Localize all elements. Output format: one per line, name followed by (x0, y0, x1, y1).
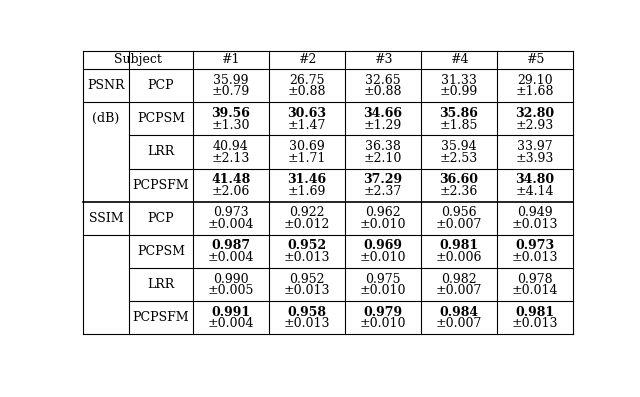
Text: ±0.006: ±0.006 (436, 251, 482, 264)
Text: ±0.013: ±0.013 (511, 251, 558, 264)
Text: ±0.014: ±0.014 (511, 284, 558, 297)
Text: SSIM: SSIM (89, 212, 124, 225)
Text: 39.56: 39.56 (211, 107, 250, 120)
Text: 0.973: 0.973 (213, 206, 248, 219)
Text: ±0.010: ±0.010 (360, 317, 406, 330)
Text: ±2.10: ±2.10 (364, 152, 402, 165)
Text: ±0.88: ±0.88 (287, 85, 326, 98)
Text: 36.60: 36.60 (439, 173, 478, 186)
Text: ±2.93: ±2.93 (516, 119, 554, 131)
Text: ±0.007: ±0.007 (436, 284, 482, 297)
Text: (dB): (dB) (92, 112, 120, 125)
Text: ±0.012: ±0.012 (284, 218, 330, 231)
Text: ±0.013: ±0.013 (511, 317, 558, 330)
Text: ±0.004: ±0.004 (207, 218, 254, 231)
Text: ±0.79: ±0.79 (212, 85, 250, 98)
Text: ±0.013: ±0.013 (284, 284, 330, 297)
Text: 33.97: 33.97 (517, 140, 553, 153)
Text: 0.952: 0.952 (287, 239, 326, 252)
Text: PCPSM: PCPSM (137, 245, 185, 258)
Text: 0.922: 0.922 (289, 206, 324, 219)
Text: ±0.010: ±0.010 (360, 251, 406, 264)
Text: 0.978: 0.978 (517, 272, 553, 285)
Text: 37.29: 37.29 (364, 173, 403, 186)
Text: ±1.68: ±1.68 (516, 85, 554, 98)
Text: 41.48: 41.48 (211, 173, 250, 186)
Text: #4: #4 (449, 54, 468, 66)
Text: 0.952: 0.952 (289, 272, 324, 285)
Text: ±2.53: ±2.53 (440, 152, 478, 165)
Text: PCP: PCP (148, 212, 174, 225)
Text: PCP: PCP (148, 79, 174, 92)
Text: ±4.14: ±4.14 (516, 185, 554, 198)
Text: ±0.013: ±0.013 (511, 218, 558, 231)
Text: ±0.013: ±0.013 (284, 251, 330, 264)
Text: ±2.37: ±2.37 (364, 185, 402, 198)
Text: ±0.007: ±0.007 (436, 317, 482, 330)
Text: 0.962: 0.962 (365, 206, 401, 219)
Text: 35.86: 35.86 (440, 107, 478, 120)
Text: 29.10: 29.10 (517, 74, 553, 87)
Text: LRR: LRR (147, 278, 175, 291)
Text: ±1.85: ±1.85 (440, 119, 478, 131)
Text: 31.46: 31.46 (287, 173, 326, 186)
Text: ±2.13: ±2.13 (212, 152, 250, 165)
Text: ±1.69: ±1.69 (287, 185, 326, 198)
Text: 0.979: 0.979 (364, 306, 403, 319)
Text: ±1.71: ±1.71 (287, 152, 326, 165)
Text: PSNR: PSNR (87, 79, 125, 92)
Text: PCPSFM: PCPSFM (132, 311, 189, 324)
Text: ±1.47: ±1.47 (287, 119, 326, 131)
Text: ±2.36: ±2.36 (440, 185, 478, 198)
Text: 32.65: 32.65 (365, 74, 401, 87)
Text: 0.949: 0.949 (517, 206, 553, 219)
Text: 30.63: 30.63 (287, 107, 326, 120)
Text: ±1.29: ±1.29 (364, 119, 402, 131)
Text: 0.987: 0.987 (211, 239, 250, 252)
Text: ±0.88: ±0.88 (364, 85, 402, 98)
Text: 0.958: 0.958 (287, 306, 326, 319)
Text: 0.982: 0.982 (441, 272, 477, 285)
Text: ±1.30: ±1.30 (211, 119, 250, 131)
Text: 0.975: 0.975 (365, 272, 401, 285)
Text: ±0.013: ±0.013 (284, 317, 330, 330)
Text: ±2.06: ±2.06 (212, 185, 250, 198)
Text: #2: #2 (298, 54, 316, 66)
Text: ±0.010: ±0.010 (360, 284, 406, 297)
Text: 0.991: 0.991 (211, 306, 250, 319)
Text: ±0.99: ±0.99 (440, 85, 478, 98)
Text: 26.75: 26.75 (289, 74, 324, 87)
Text: 0.956: 0.956 (441, 206, 477, 219)
Text: PCPSM: PCPSM (137, 112, 185, 125)
Text: ±0.007: ±0.007 (436, 218, 482, 231)
Text: 0.981: 0.981 (439, 239, 479, 252)
Text: 30.69: 30.69 (289, 140, 324, 153)
Text: ±0.004: ±0.004 (207, 251, 254, 264)
Text: 36.38: 36.38 (365, 140, 401, 153)
Text: 0.990: 0.990 (213, 272, 248, 285)
Text: 31.33: 31.33 (441, 74, 477, 87)
Text: ±3.93: ±3.93 (516, 152, 554, 165)
Text: 0.973: 0.973 (515, 239, 554, 252)
Text: 0.981: 0.981 (515, 306, 554, 319)
Text: 0.969: 0.969 (364, 239, 403, 252)
Text: 35.99: 35.99 (213, 74, 248, 87)
Text: #5: #5 (525, 54, 544, 66)
Text: ±0.005: ±0.005 (207, 284, 254, 297)
Text: Subject: Subject (114, 54, 162, 66)
Text: #1: #1 (221, 54, 240, 66)
Text: 35.94: 35.94 (441, 140, 477, 153)
Text: 34.80: 34.80 (515, 173, 554, 186)
Text: 32.80: 32.80 (515, 107, 554, 120)
Text: 0.984: 0.984 (439, 306, 479, 319)
Text: LRR: LRR (147, 145, 175, 158)
Text: #3: #3 (374, 54, 392, 66)
Text: 40.94: 40.94 (213, 140, 248, 153)
Text: 34.66: 34.66 (364, 107, 403, 120)
Text: PCPSFM: PCPSFM (132, 179, 189, 192)
Text: ±0.004: ±0.004 (207, 317, 254, 330)
Text: ±0.010: ±0.010 (360, 218, 406, 231)
